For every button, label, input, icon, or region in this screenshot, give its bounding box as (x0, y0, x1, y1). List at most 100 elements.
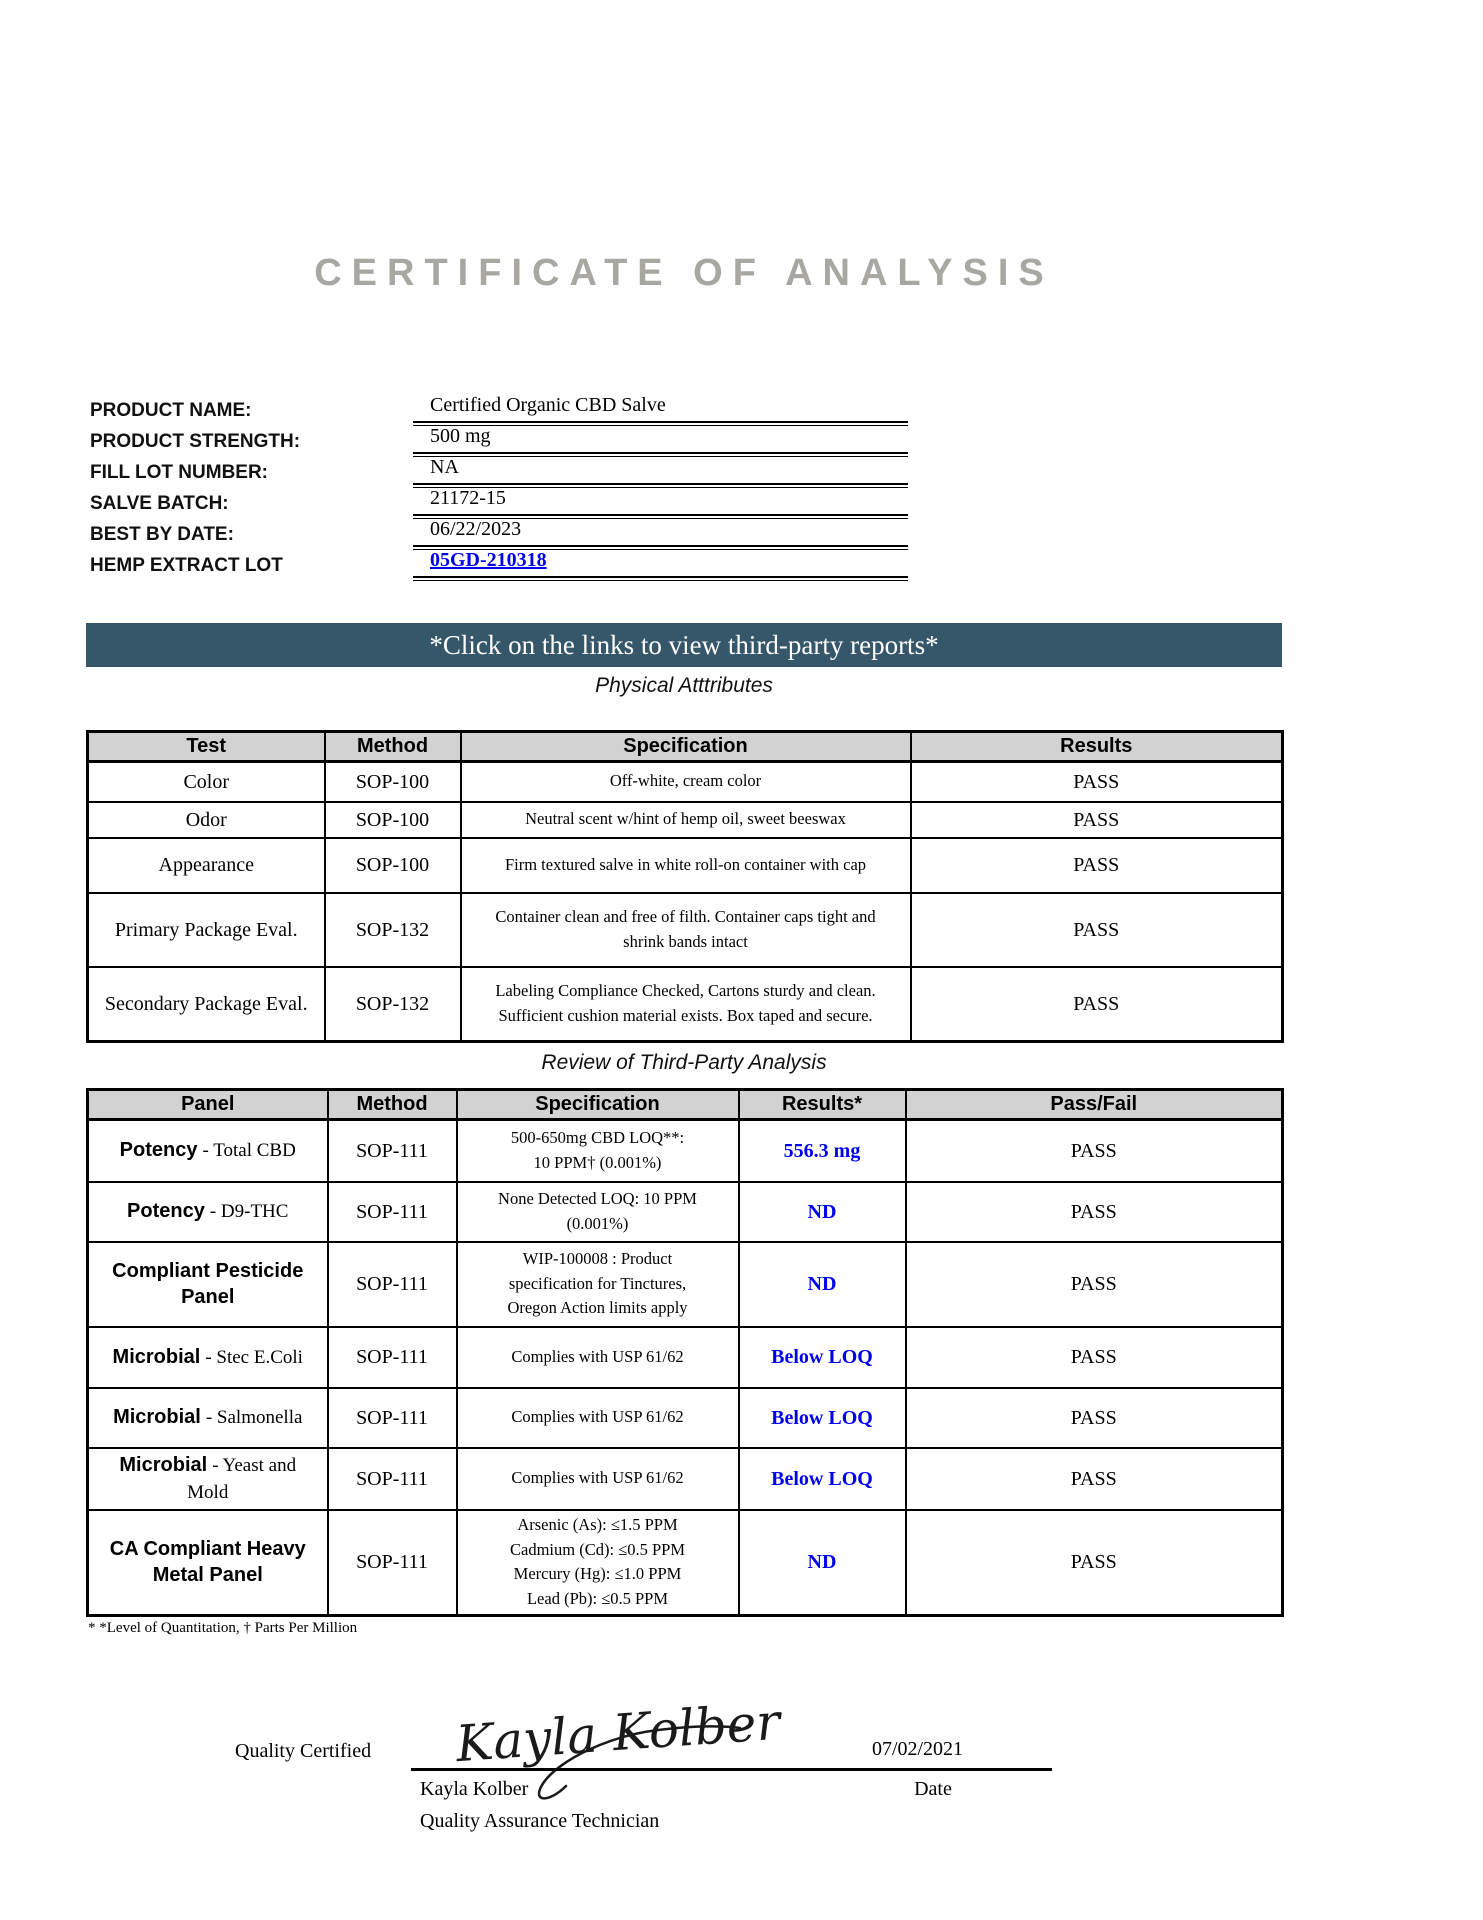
passfail-cell: PASS (904, 1240, 1284, 1328)
spec-cell: Firm textured salve in white roll-on con… (459, 836, 912, 894)
spec-line: Complies with USP 61/62 (511, 1468, 684, 1488)
panel-name: Microbial (112, 1345, 201, 1368)
field-underline: 500 mg (413, 425, 908, 457)
spec-line: Arsenic (As): ≤1.5 PPM (517, 1514, 678, 1534)
physical-attributes-table: Test Method Specification Results Color … (86, 730, 1284, 1043)
passfail-cell: PASS (904, 1386, 1284, 1449)
panel-name: Compliant Pesticide Panel (112, 1260, 304, 1308)
panel-detail: - Stec E.Coli (205, 1346, 303, 1368)
table-row-microbial-yeast-mold: Microbial - Yeast and Mold SOP-111 Compli… (86, 1446, 1284, 1511)
field-value: NA (413, 456, 908, 485)
panel-cell: Microbial - Stec E.Coli (86, 1325, 329, 1389)
table-row-potency-d9-thc: Potency - D9-THC SOP-111 None Detected LO… (86, 1180, 1284, 1243)
panel-name: Microbial (113, 1406, 201, 1429)
panel-name: Potency (127, 1200, 205, 1223)
result-value-link[interactable]: Below LOQ (737, 1325, 907, 1389)
method-cell: SOP-111 (326, 1386, 458, 1449)
panel-detail: - Total CBD (202, 1140, 296, 1162)
result-value-link[interactable]: 556.3 mg (737, 1118, 907, 1183)
field-underline: NA (413, 456, 908, 488)
table-row-microbial-salmonella: Microbial - Salmonella SOP-111 Complies w… (86, 1386, 1284, 1449)
panel-cell: Microbial - Yeast and Mold (86, 1446, 329, 1511)
method-cell: SOP-111 (326, 1118, 458, 1183)
signature-date: 07/02/2021 (871, 1738, 964, 1760)
test-cell: Primary Package Eval. (86, 891, 326, 968)
physical-attributes-heading: Physical Atttributes (595, 674, 773, 697)
result-value-link[interactable]: ND (737, 1240, 907, 1328)
method-cell: SOP-132 (323, 965, 462, 1043)
panel-detail: - Salmonella (205, 1407, 303, 1429)
field-label: PRODUCT STRENGTH: (90, 431, 301, 452)
page-title: CERTIFICATE OF ANALYSIS (314, 252, 1054, 294)
signer-title: Quality Assurance Technician (420, 1810, 660, 1832)
table-row-pesticide-panel: Compliant Pesticide Panel SOP-111 WIP-10… (86, 1240, 1284, 1328)
method-cell: SOP-111 (326, 1446, 458, 1511)
hemp-extract-lot-link[interactable]: 05GD-210318 (413, 549, 908, 578)
method-cell: SOP-132 (323, 891, 462, 968)
test-cell: Appearance (86, 836, 326, 894)
test-cell: Odor (86, 800, 326, 839)
panel-cell: Potency - Total CBD (86, 1118, 329, 1183)
third-party-reports-banner: *Click on the links to view third-party … (86, 623, 1282, 667)
table-row: Odor SOP-100 Neutral scent w/hint of hem… (86, 800, 1284, 839)
signature-image: Kayla Kolber (453, 1693, 785, 1800)
field-value: Certified Organic CBD Salve (413, 394, 908, 423)
passfail-cell: PASS (904, 1446, 1284, 1511)
passfail-cell: PASS (904, 1508, 1284, 1617)
panel-name: Potency (119, 1139, 198, 1162)
field-underline: 05GD-210318 (413, 549, 908, 581)
method-cell: SOP-111 (326, 1508, 458, 1617)
spec-line: Complies with USP 61/62 (511, 1346, 684, 1366)
spec-cell: Complies with USP 61/62 (455, 1446, 740, 1511)
panel-name: Microbial (119, 1453, 208, 1476)
spec-line: 500-650mg CBD LOQ**: (510, 1128, 685, 1147)
quality-certified-label: Quality Certified (235, 1740, 372, 1762)
column-header-panel: Panel (86, 1088, 329, 1121)
panel-name: CA Compliant Heavy Metal Panel (109, 1538, 306, 1587)
field-label: PRODUCT NAME: (90, 400, 252, 421)
result-value-link[interactable]: ND (737, 1180, 907, 1243)
spec-line: (0.001%) (566, 1213, 629, 1233)
field-label: SALVE BATCH: (90, 493, 229, 514)
result-value-link[interactable]: Below LOQ (737, 1446, 907, 1511)
table-row: Primary Package Eval. SOP-132 Container … (86, 891, 1284, 968)
result-value-link[interactable]: ND (737, 1508, 907, 1617)
method-cell: SOP-100 (323, 800, 462, 839)
table-row: Appearance SOP-100 Firm textured salve i… (86, 836, 1284, 894)
spec-line: Cadmium (Cd): ≤0.5 PPM (510, 1539, 685, 1559)
date-label: Date (914, 1778, 952, 1800)
table-header-row: Panel Method Specification Results* Pass… (86, 1088, 1284, 1121)
signer-name: Kayla Kolber (420, 1778, 529, 1800)
panel-cell: Compliant Pesticide Panel (86, 1240, 329, 1328)
spec-cell: Neutral scent w/hint of hemp oil, sweet … (459, 800, 912, 839)
spec-cell: Complies with USP 61/62 (455, 1386, 740, 1449)
footnote: * *Level of Quantitation, † Parts Per Mi… (88, 1620, 358, 1636)
table-row-heavy-metal-panel: CA Compliant Heavy Metal Panel SOP-111 A… (86, 1508, 1284, 1617)
signature-line (411, 1768, 1052, 1771)
third-party-analysis-heading: Review of Third-Party Analysis (541, 1051, 827, 1074)
result-cell: PASS (909, 800, 1284, 839)
method-cell: SOP-100 (323, 836, 462, 894)
field-underline: 06/22/2023 (413, 518, 908, 550)
spec-line: None Detected LOQ: 10 PPM (498, 1188, 697, 1208)
passfail-cell: PASS (904, 1325, 1284, 1389)
field-underline: 21172-15 (413, 487, 908, 519)
signature-text: Kayla Kolber (453, 1693, 785, 1774)
column-header-specification: Specification (455, 1088, 740, 1121)
field-label: FILL LOT NUMBER: (90, 462, 269, 483)
spec-cell: Arsenic (As): ≤1.5 PPM Cadmium (Cd): ≤0.5… (455, 1508, 740, 1617)
method-cell: SOP-111 (326, 1325, 458, 1389)
result-cell: PASS (909, 965, 1284, 1043)
field-value: 21172-15 (413, 487, 908, 516)
spec-cell: Container clean and free of filth. Conta… (459, 891, 912, 968)
result-value-link[interactable]: Below LOQ (737, 1386, 907, 1449)
spec-cell: Off-white, cream color (459, 760, 912, 803)
panel-detail: - D9-THC (209, 1201, 289, 1223)
spec-cell: 500-650mg CBD LOQ**: 10 PPM† (0.001%) (455, 1118, 740, 1183)
spec-line: Lead (Pb): ≤0.5 PPM (526, 1589, 669, 1608)
result-cell: PASS (909, 836, 1284, 894)
result-cell: PASS (909, 891, 1284, 968)
spec-cell: Labeling Compliance Checked, Cartons stu… (459, 965, 912, 1043)
field-label: BEST BY DATE: (90, 524, 234, 545)
